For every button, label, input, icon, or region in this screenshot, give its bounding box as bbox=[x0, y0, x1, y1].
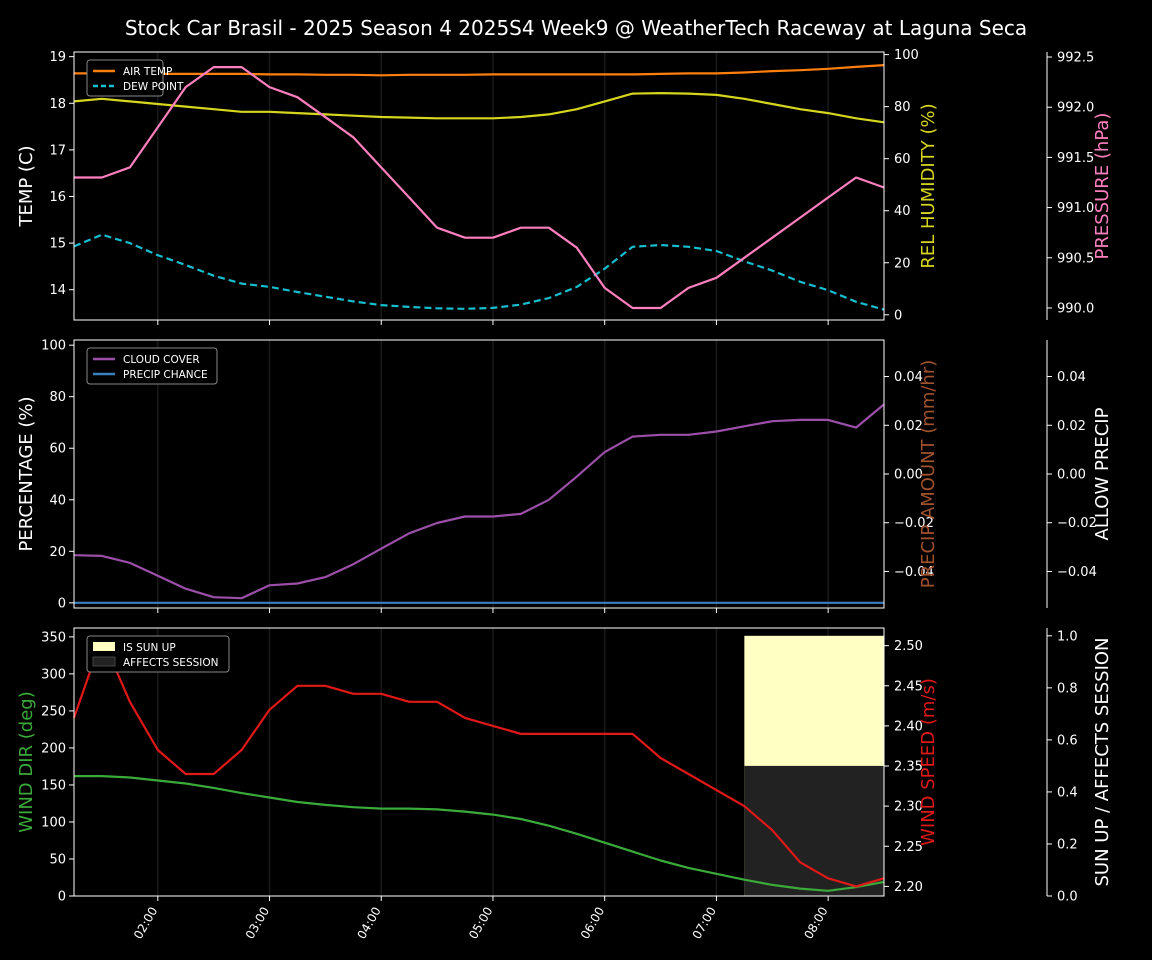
right2-tick-label: 0.02 bbox=[1057, 419, 1086, 434]
panel-1: 14 15 16 17 18 19 0 20 40 60 80 100 990.0 990.5 991.0 9… bbox=[16, 48, 1113, 325]
left-tick-label: 0 bbox=[58, 596, 66, 611]
right2-tick-label: 991.0 bbox=[1057, 201, 1094, 216]
legend-box bbox=[86, 347, 218, 385]
left-tick-label: 300 bbox=[41, 667, 66, 682]
right2-tick-label: 0.4 bbox=[1057, 785, 1078, 800]
right1-tick-label: 0.00 bbox=[894, 468, 923, 483]
left-tick-label: 15 bbox=[49, 237, 66, 252]
right1-tick-label: 2.30 bbox=[894, 800, 923, 815]
right1-tick-label: 80 bbox=[894, 100, 911, 115]
right2-axis-label: PRESSURE (hPa) bbox=[1092, 113, 1113, 260]
series-wind-dir bbox=[74, 774, 885, 892]
left-tick-label: 250 bbox=[41, 704, 66, 719]
right2-tick-label: 0.04 bbox=[1057, 370, 1086, 385]
series-cloud-cover bbox=[73, 403, 885, 600]
right2-tick-label: 990.0 bbox=[1057, 301, 1094, 316]
right2-tick-label: −0.04 bbox=[1057, 565, 1097, 580]
legend-label: AFFECTS SESSION bbox=[123, 657, 219, 669]
right1-tick-label: 2.50 bbox=[894, 639, 923, 654]
series-dew-point bbox=[73, 233, 885, 311]
right1-tick-label: 2.40 bbox=[894, 719, 923, 734]
legend-label: PRECIP CHANCE bbox=[123, 369, 208, 381]
series-wind-speed bbox=[72, 636, 885, 888]
right2-tick-label: 992.5 bbox=[1057, 51, 1094, 66]
right1-tick-label: 2.45 bbox=[894, 679, 923, 694]
right2-tick-label: 0.00 bbox=[1057, 468, 1086, 483]
right1-tick-label: 2.35 bbox=[894, 760, 923, 775]
right2-tick-label: 991.5 bbox=[1057, 151, 1094, 166]
right2-tick-label: 0.6 bbox=[1057, 733, 1078, 748]
band-affects-session bbox=[744, 765, 884, 896]
left-tick-label: 100 bbox=[41, 815, 66, 830]
right2-tick-label: 0.2 bbox=[1057, 837, 1078, 852]
left-tick-label: 17 bbox=[49, 143, 66, 158]
left-tick-label: 16 bbox=[49, 190, 66, 205]
left-tick-label: 18 bbox=[49, 97, 66, 112]
panel-3: 0 50 100 150 200 250 300 350 2.20 2.25 2.30 2.35 2.4… bbox=[16, 627, 1113, 941]
left-tick-label: 50 bbox=[49, 852, 66, 867]
right1-tick-label: 20 bbox=[894, 256, 911, 271]
series-pressure bbox=[74, 65, 885, 310]
right2-tick-label: 0.0 bbox=[1057, 890, 1078, 905]
right1-tick-label: −0.04 bbox=[894, 565, 934, 580]
right1-tick-label: 40 bbox=[894, 204, 911, 219]
right2-axis-label: SUN UP / AFFECTS SESSION bbox=[1092, 637, 1113, 886]
right2-tick-label: 990.5 bbox=[1057, 251, 1094, 266]
legend-label: IS SUN UP bbox=[123, 642, 176, 654]
left-tick-label: 150 bbox=[41, 778, 66, 793]
right1-axis-label: REL HUMIDITY (%) bbox=[918, 103, 939, 268]
legend-box bbox=[86, 635, 230, 673]
legend-label: DEW POINT bbox=[123, 81, 184, 93]
left-tick-label: 14 bbox=[49, 283, 66, 298]
legend: AIR TEMP DEW POINT bbox=[86, 59, 184, 97]
left-tick-label: 60 bbox=[49, 442, 66, 457]
left-tick-label: 80 bbox=[49, 390, 66, 405]
right1-tick-label: 2.25 bbox=[894, 840, 923, 855]
left-tick-label: 200 bbox=[41, 741, 66, 756]
series-air-temp bbox=[74, 64, 885, 77]
legend-swatch bbox=[92, 656, 116, 667]
right2-axis-label: ALLOW PRECIP bbox=[1092, 407, 1113, 540]
left-axis-label: TEMP (C) bbox=[16, 145, 37, 227]
right2-tick-label: 1.0 bbox=[1057, 629, 1078, 644]
right1-tick-label: 100 bbox=[894, 48, 919, 63]
plot-frame bbox=[73, 627, 885, 897]
panel-2: 0 20 40 60 80 100 −0.04 −0.02 0.00 0.02 0.04 −0.04 −… bbox=[16, 339, 1113, 613]
right1-axis-label: WIND SPEED (m/s) bbox=[918, 678, 939, 846]
right1-axis-label: PRECIP AMOUNT (mm/hr) bbox=[918, 360, 939, 589]
series-rel-humidity bbox=[73, 91, 885, 124]
right1-tick-label: 60 bbox=[894, 152, 911, 167]
left-tick-label: 19 bbox=[49, 50, 66, 65]
left-axis-label: WIND DIR (deg) bbox=[16, 691, 37, 833]
legend-swatch bbox=[93, 642, 115, 651]
left-tick-label: 0 bbox=[58, 890, 66, 905]
right2-tick-label: 992.0 bbox=[1057, 101, 1094, 116]
left-tick-label: 350 bbox=[41, 630, 66, 645]
left-tick-label: 40 bbox=[49, 493, 66, 508]
right2-tick-label: −0.02 bbox=[1057, 516, 1097, 531]
chart-title: Stock Car Brasil - 2025 Season 4 2025S4 … bbox=[125, 16, 1027, 40]
right1-tick-label: 0 bbox=[894, 308, 902, 323]
left-tick-label: 20 bbox=[49, 545, 66, 560]
legend-label: AIR TEMP bbox=[123, 66, 172, 78]
right1-tick-label: −0.02 bbox=[894, 516, 934, 531]
legend: CLOUD COVER PRECIP CHANCE bbox=[86, 347, 218, 385]
right1-tick-label: 0.04 bbox=[894, 370, 923, 385]
right1-tick-label: 0.02 bbox=[894, 419, 923, 434]
left-tick-label: 100 bbox=[41, 339, 66, 354]
left-axis-label: PERCENTAGE (%) bbox=[16, 396, 37, 551]
right1-tick-label: 2.20 bbox=[894, 880, 923, 895]
plot-frame bbox=[73, 51, 885, 321]
legend: IS SUN UP AFFECTS SESSION bbox=[86, 635, 230, 673]
legend-label: CLOUD COVER bbox=[123, 354, 200, 366]
right2-tick-label: 0.8 bbox=[1057, 681, 1078, 696]
